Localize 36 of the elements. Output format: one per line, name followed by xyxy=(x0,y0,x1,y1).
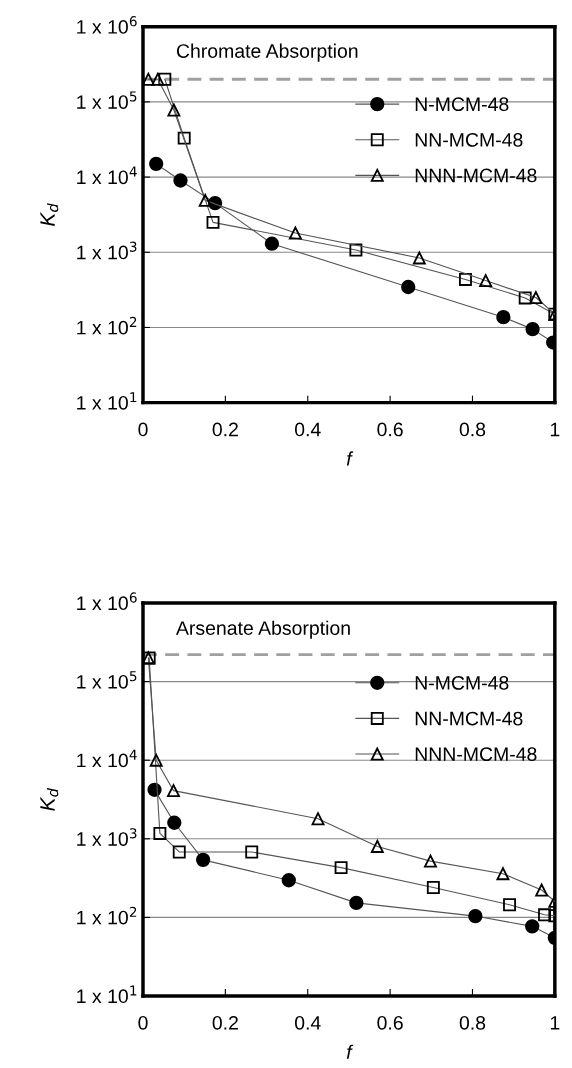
x-tick-label: 0.4 xyxy=(294,1015,321,1030)
x-tick-label: 0.8 xyxy=(459,422,486,437)
y-axis-title: K$_{d}$ xyxy=(40,203,59,227)
y-tick-label: 1 x 10$^{1}$ xyxy=(77,985,137,1004)
legend-label: NN-MCM-48 xyxy=(415,711,523,726)
x-axis-title: f xyxy=(346,1044,354,1059)
y-tick-label: 1 x 10$^{6}$ xyxy=(77,592,137,611)
x-tick-label: 1 xyxy=(550,422,560,437)
y-tick-label: 1 x 10$^{2}$ xyxy=(77,316,137,335)
y-axis-title: K$_{d}$ xyxy=(40,788,59,811)
legend-label: N-MCM-48 xyxy=(415,97,509,112)
x-tick-label: 0.6 xyxy=(377,1015,403,1030)
y-tick-label: 1 x 10$^{5}$ xyxy=(77,91,137,109)
legend-label: N-MCM-48 xyxy=(415,676,509,690)
x-tick-label: 0.2 xyxy=(212,1015,238,1030)
y-tick-label: 1 x 10$^{2}$ xyxy=(77,906,137,925)
y-tick-label: 1 x 10$^{6}$ xyxy=(77,16,137,34)
x-tick-label: 0.8 xyxy=(459,1015,486,1030)
x-tick-label: 0.4 xyxy=(294,422,321,437)
legend-label: NNN-MCM-48 xyxy=(415,168,537,183)
text: Arsenate Absorption xyxy=(175,620,350,639)
x-tick-label: 1 xyxy=(550,1016,560,1030)
x-tick-label: 0 xyxy=(138,1015,148,1030)
legend-label: NNN-MCM-48 xyxy=(415,747,537,762)
x-tick-label: 0.6 xyxy=(377,422,403,437)
y-tick-label: 1 x 10$^{3}$ xyxy=(77,828,137,846)
y-tick-label: 1 x 10$^{5}$ xyxy=(77,671,137,689)
y-tick-label: 1 x 10$^{1}$ xyxy=(77,392,137,410)
y-tick-label: 1 x 10$^{3}$ xyxy=(77,241,137,260)
x-tick-label: 0 xyxy=(138,422,148,437)
y-tick-label: 1 x 10$^{4}$ xyxy=(77,166,137,185)
legend-label: NN-MCM-48 xyxy=(415,132,523,147)
x-axis-title: f xyxy=(346,451,354,466)
text: Chromate Absorption xyxy=(176,43,358,62)
x-tick-label: 0.2 xyxy=(212,422,238,437)
y-tick-label: 1 x 10$^{4}$ xyxy=(77,749,137,768)
